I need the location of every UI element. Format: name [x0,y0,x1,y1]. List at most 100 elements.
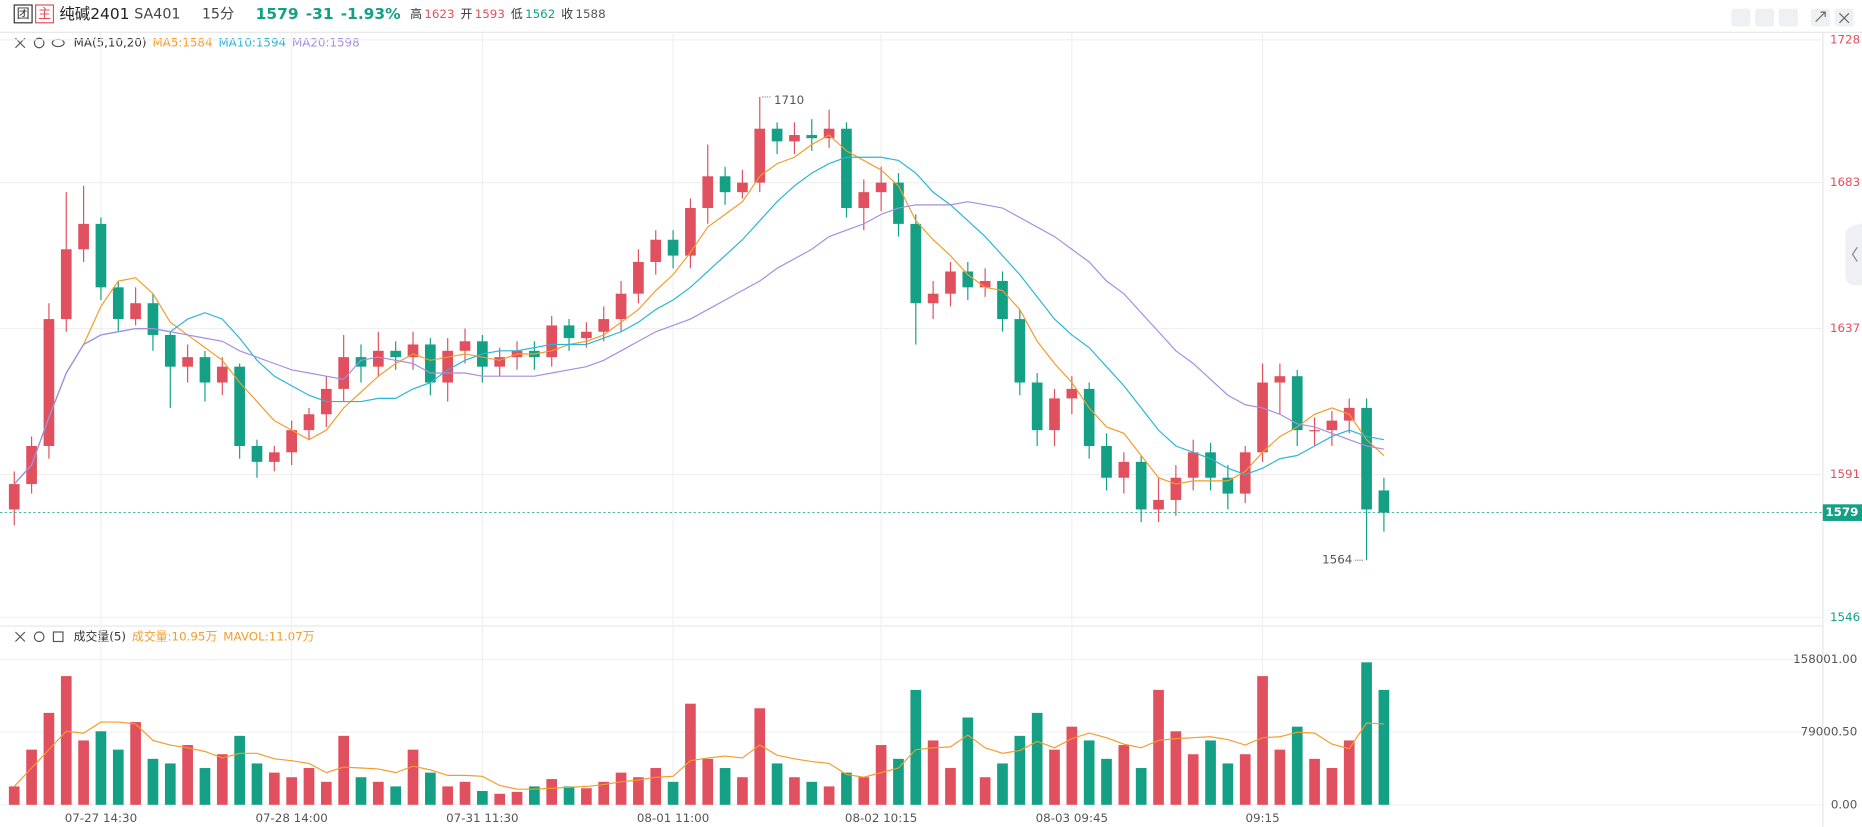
legend-entry: MA20:1598 [292,36,360,50]
x-tick-label: 09:15 [1245,811,1279,825]
candle-body [945,271,956,294]
candle-body [1066,388,1078,399]
candle-body [1014,319,1026,383]
candle-body [841,128,852,209]
candle-body [685,208,696,256]
candle-body [268,452,280,462]
candle-body [719,176,731,193]
volume-bar [945,768,956,805]
indicator-title: 成交量(5) [74,629,126,643]
candle-body [1326,420,1338,431]
volume-bar [1135,768,1147,805]
candle-body [997,280,1008,320]
legend-entry: MAVOL:11.07万 [223,629,314,643]
volume-bar [442,786,454,805]
max-label: 1710 [774,93,804,107]
volume-bar [1083,740,1095,805]
tool-button[interactable] [1731,8,1751,27]
candle-body [286,430,297,453]
volume-bar [216,754,228,805]
volume-bar [893,758,904,805]
volume-bar [78,740,89,805]
y-tick-label: 1683 [1830,175,1860,189]
volume-bar [841,772,852,805]
volume-bar [60,676,72,805]
volume-bar [633,777,644,805]
volume-bar [268,772,280,805]
y-tick-label: 79000.50 [1801,725,1858,739]
candle-body [979,280,991,288]
tool-button[interactable] [1755,8,1775,27]
volume-bar [1187,754,1199,805]
add-icon[interactable] [52,631,64,643]
x-tick-label: 07-31 11:30 [446,811,518,825]
volume-bar [719,768,731,805]
y-tick-label: 158001.00 [1793,652,1857,666]
open-value: 1593 [475,7,505,21]
candle-body [893,182,904,224]
close-label: 收 [561,7,573,21]
candle-body [425,344,436,383]
badge-box [13,4,33,24]
candle-body [1153,499,1164,510]
volume-bar [8,786,20,805]
volume-bar [26,749,37,805]
close-value: 1588 [575,7,605,21]
candle-body [1135,461,1147,510]
candle-body [182,357,193,367]
period: 15分 [202,6,234,23]
candle-body [251,445,263,462]
candle-body [43,319,55,446]
candle-body [1101,445,1112,478]
volume-bar [1361,662,1372,805]
volume-bar [1291,726,1303,805]
settings-icon[interactable] [33,37,45,49]
volume-bar [806,781,818,805]
candle-body [1083,388,1095,446]
volume-bar [615,772,627,805]
volume-bar [1257,676,1268,805]
volume-bar [685,703,696,805]
last-price-label: 1579 [1825,505,1858,519]
volume-bar [979,777,991,805]
volume-bar [511,791,523,805]
ma-line [13,201,1385,485]
candle-body [1049,398,1060,431]
high-label: 高 [410,7,422,21]
volume-bar [1049,749,1060,805]
volume-bar [1239,754,1251,805]
candle-body [633,261,644,294]
x-tick-label: 07-28 14:00 [255,811,327,825]
volume-bar [43,712,55,805]
candle-body [737,182,748,193]
volume-bar [858,777,870,805]
badge: 主 [38,7,51,22]
settings-icon[interactable] [33,631,45,643]
candle-body [598,319,610,332]
candle-body [1361,407,1372,510]
expand-icon [1815,11,1826,23]
volume-bar [199,768,211,805]
volume-bar [477,791,488,805]
side-tab[interactable] [1845,223,1862,286]
x-tick-label: 08-03 09:45 [1036,811,1108,825]
volume-bar [823,786,835,805]
candle-body [494,357,506,367]
candle-body [546,325,558,358]
volume-bar [997,763,1008,805]
tool-button[interactable] [1778,8,1798,27]
high-value: 1623 [424,7,454,21]
y-tick-label: 1728 [1830,32,1860,46]
volume-bar [355,777,367,805]
min-label: 1564 [1322,553,1352,567]
candle-body [702,176,714,209]
volume-bar [1378,689,1390,805]
candle-body [78,223,89,250]
candle-body [390,350,402,358]
candle-body [1291,376,1303,431]
close-icon[interactable] [15,631,26,642]
candle-body [1239,452,1251,494]
volume-bar [1031,712,1043,805]
candle-body [147,303,159,335]
candle-body [823,128,835,139]
